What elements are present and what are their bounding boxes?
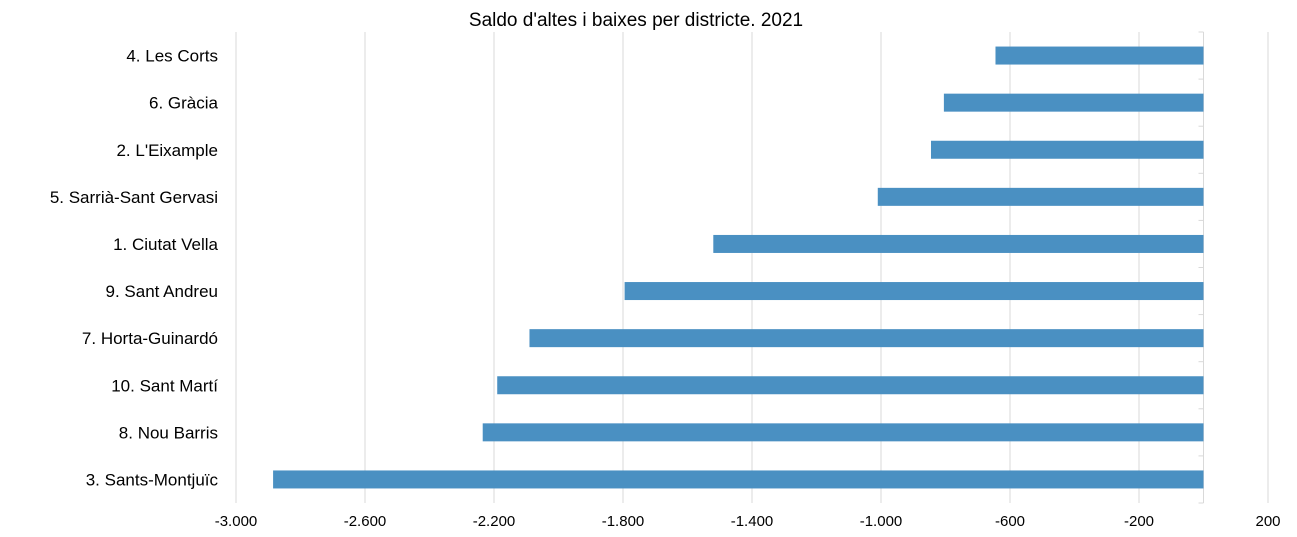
category-label: 9. Sant Andreu (106, 282, 218, 301)
x-tick-label: -1.800 (602, 513, 645, 530)
category-label: 4. Les Corts (126, 47, 218, 66)
bar (930, 140, 1204, 159)
tick-labels: -3.000 -2.600 -2.200 -1.800 -1.400 -1.000 -600… (215, 513, 1281, 530)
category-label: 8. Nou Barris (119, 423, 218, 442)
x-tick-label: -200 (1124, 513, 1154, 530)
bar (995, 46, 1204, 65)
category-label: 6. Gràcia (149, 94, 219, 113)
x-tick-label: -3.000 (215, 513, 258, 530)
category-label: 1. Ciutat Vella (113, 235, 218, 254)
bars (273, 46, 1204, 489)
bar (273, 470, 1204, 489)
bar (497, 376, 1204, 395)
x-tick-label: -2.200 (473, 513, 516, 530)
bar (529, 329, 1204, 348)
category-label: 3. Sants-Montjuïc (86, 470, 219, 489)
x-tick-label: -2.600 (344, 513, 387, 530)
bar (943, 93, 1204, 112)
bar (713, 234, 1204, 253)
category-label: 7. Horta-Guinardó (82, 329, 218, 348)
category-label: 2. L'Eixample (116, 141, 218, 160)
x-tick-label: -1.000 (860, 513, 903, 530)
x-tick-label: -1.400 (731, 513, 774, 530)
chart-title: Saldo d'altes i baixes per districte. 20… (469, 10, 803, 31)
x-tick-label: -600 (995, 513, 1025, 530)
category-label: 5. Sarrià-Sant Gervasi (50, 188, 218, 207)
bar (482, 423, 1204, 442)
bar (877, 187, 1204, 206)
bar (624, 282, 1204, 301)
category-label: 10. Sant Martí (111, 376, 218, 395)
x-tick-label: 200 (1255, 513, 1280, 530)
category-labels: 4. Les Corts 6. Gràcia 2. L'Eixample 5. Sar… (50, 47, 219, 490)
